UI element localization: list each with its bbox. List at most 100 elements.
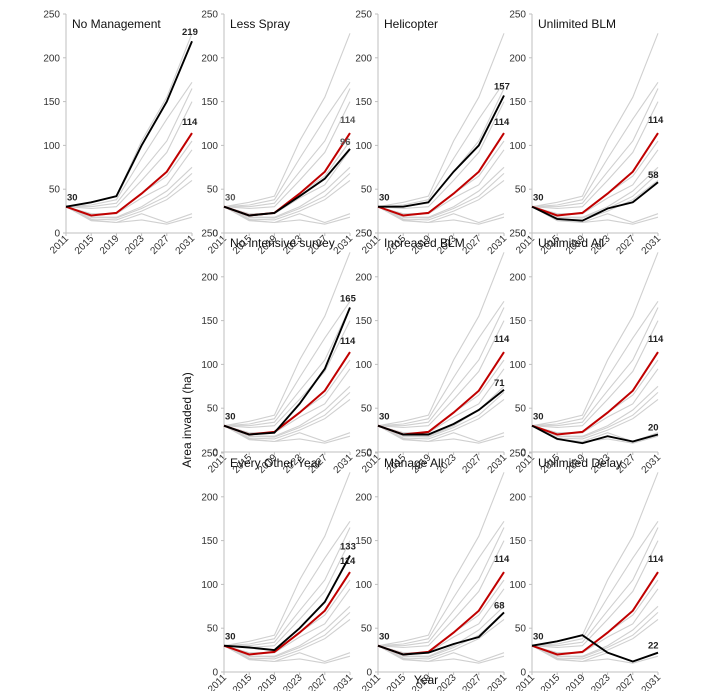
x-tick-label: 2031 (332, 233, 356, 257)
x-tick-label: 2031 (640, 672, 664, 691)
y-tick-label: 0 (520, 448, 526, 459)
panel-title: Every Other Year (230, 456, 321, 470)
start-value-label: 30 (67, 193, 78, 204)
focal-series-line (223, 307, 351, 436)
x-tick-label: 2031 (640, 233, 664, 257)
y-tick-label: 200 (509, 492, 526, 503)
background-series-line (531, 645, 659, 664)
y-tick-label: 50 (515, 404, 527, 415)
reference-series-line (531, 132, 659, 217)
y-tick-label: 200 (201, 492, 218, 503)
background-series-line (531, 166, 659, 218)
background-series-line (531, 101, 659, 210)
y-tick-label: 0 (366, 229, 372, 240)
y-tick-label: 150 (509, 316, 526, 327)
focal-end-label: 157 (494, 81, 510, 92)
focal-series-line (531, 181, 659, 222)
background-series-line (223, 101, 351, 210)
panel-title: No intensive survey (230, 236, 335, 250)
x-tick-label: 2027 (306, 672, 330, 691)
y-tick-label: 250 (355, 229, 372, 240)
focal-end-label: 22 (648, 641, 659, 652)
focal-end-label: 219 (182, 27, 198, 38)
y-tick-label: 250 (201, 10, 218, 21)
start-value-label: 30 (225, 193, 236, 204)
x-tick-label: 2011 (514, 672, 537, 691)
background-series-line (532, 88, 659, 208)
y-tick-label: 100 (509, 141, 526, 152)
start-value-label: 30 (379, 632, 390, 643)
reference-end-label: 114 (494, 554, 510, 565)
background-series-line (65, 166, 193, 218)
start-value-label: 30 (533, 412, 544, 423)
y-tick-label: 50 (361, 624, 373, 635)
y-tick-label: 200 (201, 272, 218, 283)
background-series-line (531, 618, 659, 660)
background-series-line (377, 472, 505, 647)
y-tick-label: 0 (366, 668, 372, 679)
y-tick-label: 100 (355, 580, 372, 591)
x-tick-label: 2015 (231, 672, 255, 691)
y-tick-label: 150 (509, 536, 526, 547)
background-series-line (531, 81, 659, 208)
x-tick-label: 2027 (614, 672, 638, 691)
y-tick-label: 200 (43, 53, 60, 64)
x-tick-label: 2011 (48, 233, 71, 256)
background-series-line (223, 611, 351, 658)
focal-series-line (223, 555, 351, 652)
x-tick-label: 2011 (206, 672, 229, 691)
background-series-line (531, 206, 659, 225)
x-tick-label: 2011 (360, 672, 383, 691)
background-series-line (223, 618, 351, 660)
x-tick-label: 2019 (98, 233, 122, 257)
y-tick-label: 50 (207, 185, 219, 196)
background-series-line (223, 398, 351, 440)
y-tick-label: 0 (366, 448, 372, 459)
background-series-line (223, 540, 351, 649)
background-series-line (223, 645, 351, 664)
background-series-line (377, 172, 505, 219)
reference-end-label: 114 (648, 554, 664, 565)
background-series-line (377, 425, 505, 443)
background-series-line (532, 527, 659, 647)
y-tick-label: 100 (201, 580, 218, 591)
background-series-line (377, 520, 505, 647)
focal-end-label: 165 (340, 293, 357, 304)
x-tick-label: 2031 (486, 672, 510, 691)
background-series-line (223, 172, 351, 219)
reference-end-label: 114 (340, 336, 356, 347)
y-tick-label: 250 (509, 229, 526, 240)
x-tick-label: 2027 (148, 233, 172, 257)
panel-title: Helicopter (384, 17, 438, 31)
y-tick-label: 150 (201, 536, 218, 547)
y-tick-label: 250 (201, 229, 218, 240)
background-series-line (65, 33, 193, 208)
background-series-line (377, 645, 505, 664)
y-tick-label: 0 (54, 229, 60, 240)
x-tick-label: 2027 (460, 452, 484, 476)
focal-end-label: 58 (648, 170, 659, 181)
background-series-line (223, 179, 351, 221)
background-series-line (378, 88, 505, 208)
start-value-label: 30 (379, 412, 390, 423)
background-series-line (378, 527, 505, 647)
x-tick-label: 2023 (123, 233, 147, 257)
background-series-line (377, 206, 505, 225)
reference-end-label: 114 (494, 334, 510, 345)
focal-end-label: 96 (340, 137, 351, 148)
y-tick-label: 150 (201, 97, 218, 108)
y-tick-label: 50 (361, 404, 373, 415)
background-series-line (223, 81, 351, 208)
start-value-label: 30 (225, 632, 236, 643)
background-series-line (65, 179, 193, 221)
y-tick-label: 100 (201, 141, 218, 152)
x-tick-label: 2015 (73, 233, 97, 257)
background-series-line (532, 307, 659, 427)
background-series-line (377, 33, 505, 208)
reference-series-line (65, 132, 193, 217)
x-tick-label: 2031 (332, 452, 356, 476)
y-tick-label: 250 (509, 10, 526, 21)
background-series-line (377, 540, 505, 649)
